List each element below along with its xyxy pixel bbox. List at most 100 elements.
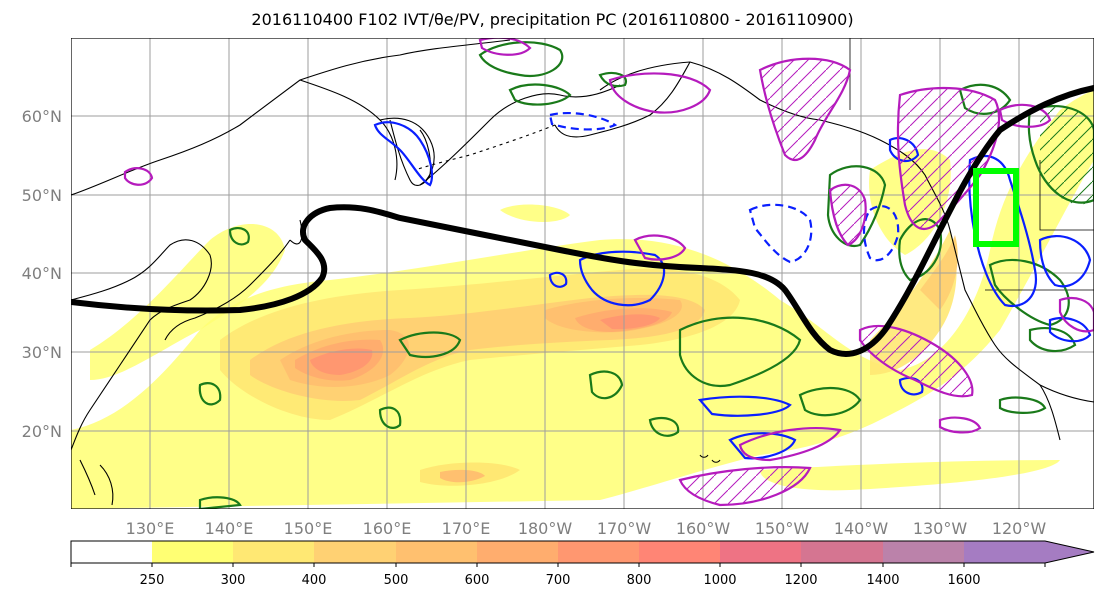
colorbar-swatch xyxy=(477,541,558,563)
green-hatched-region xyxy=(1040,106,1094,205)
blue-contour-8 xyxy=(1038,235,1092,288)
magenta-contour-1 xyxy=(478,38,532,56)
lat-label-60: 60°N xyxy=(22,107,62,126)
colorbar-ticks xyxy=(70,563,1046,567)
lon-label-170e: 170°E xyxy=(442,519,491,538)
lon-label-140w: 140°W xyxy=(834,519,889,538)
lon-label-160w: 160°W xyxy=(676,519,731,538)
colorbar-swatch xyxy=(801,541,883,563)
green-contour-17 xyxy=(648,416,680,437)
magenta-contour-6 xyxy=(738,427,842,462)
blue-contour-9 xyxy=(697,395,792,417)
colorbar-swatch xyxy=(152,541,233,563)
green-contour-4 xyxy=(826,165,887,248)
blue-contour-4 xyxy=(748,203,813,264)
colorbar-outline xyxy=(70,540,1095,564)
blue-contour-12 xyxy=(1048,317,1092,343)
colorbar: 250 300 400 500 600 700 800 1000 1200 14… xyxy=(70,540,1095,588)
colorbar-label: 1200 xyxy=(784,573,817,588)
green-contour-14 xyxy=(198,382,222,406)
colorbar-label: 700 xyxy=(546,573,571,588)
green-contour-3 xyxy=(598,71,628,88)
colorbar-extend-arrow xyxy=(1045,541,1094,563)
coast-alaska-peninsula xyxy=(554,61,691,138)
lon-label-170w: 170°W xyxy=(597,519,652,538)
blue-contour-2 xyxy=(578,250,666,307)
colorbar-label: 400 xyxy=(302,573,327,588)
latitude-labels: 60°N 50°N 40°N 30°N 20°N xyxy=(22,107,62,441)
map-panel xyxy=(71,38,1094,509)
lon-label-160e: 160°E xyxy=(363,519,412,538)
ivt-band-700-b xyxy=(600,314,660,330)
blue-contour-1 xyxy=(373,121,434,187)
magenta-contour-5 xyxy=(1058,296,1094,333)
green-contour-9 xyxy=(678,316,802,388)
lat-label-40: 40°N xyxy=(22,264,62,283)
green-contour-12 xyxy=(998,396,1047,414)
green-contour-15 xyxy=(228,226,250,246)
ivt-band-250-b xyxy=(90,223,285,380)
magenta-contours xyxy=(123,38,1094,462)
lon-label-120w: 120°W xyxy=(992,519,1047,538)
colorbar-swatches xyxy=(71,541,1094,563)
magenta-hatch-5 xyxy=(678,466,812,507)
coast-aleutians xyxy=(414,124,556,171)
green-contour-18 xyxy=(378,406,402,429)
ivt-band-300-f xyxy=(440,469,485,483)
magenta-hatch-2 xyxy=(896,86,1001,230)
green-contour-11 xyxy=(588,370,624,400)
magenta-contour-3 xyxy=(123,167,154,186)
colorbar-swatch xyxy=(71,541,152,563)
blue-contour-11 xyxy=(548,111,618,131)
green-contour-10 xyxy=(398,331,462,358)
magenta-hatch-1 xyxy=(758,57,852,162)
magenta-hatched-regions xyxy=(678,57,1001,507)
target-region-box xyxy=(973,168,1019,247)
lat-label-20: 20°N xyxy=(22,422,62,441)
coast-korea-china xyxy=(71,239,212,451)
colorbar-swatch xyxy=(720,541,801,563)
lon-label-150w: 150°W xyxy=(755,519,810,538)
lon-label-130e: 130°E xyxy=(126,519,175,538)
green-contour-1 xyxy=(478,41,564,78)
magenta-hatch-4 xyxy=(858,324,974,398)
map-title: 2016110400 F102 IVT/θe/PV, precipitation… xyxy=(251,10,854,29)
lon-label-150e: 150°E xyxy=(284,519,333,538)
coast-asia-north xyxy=(71,39,511,196)
colorbar-labels: 250 300 400 500 600 700 800 1000 1200 14… xyxy=(140,573,981,588)
coast-philippines xyxy=(79,459,114,506)
blue-contour-10 xyxy=(728,432,797,460)
magenta-contour-4 xyxy=(633,234,687,261)
green-contour-16 xyxy=(198,496,242,509)
longitude-labels: 130°E 140°E 150°E 160°E 170°E 180°W 170°… xyxy=(126,519,1047,538)
coast-japan xyxy=(164,219,303,341)
magenta-contour-7 xyxy=(938,416,982,434)
ivt-band-700 xyxy=(310,348,373,375)
lat-label-50: 50°N xyxy=(22,186,62,205)
colorbar-swatch xyxy=(233,541,314,563)
colorbar-swatch xyxy=(558,541,639,563)
magenta-hatch-3 xyxy=(828,183,867,247)
colorbar-label: 1000 xyxy=(703,573,736,588)
coast-hawaii xyxy=(699,454,721,463)
lon-label-140e: 140°E xyxy=(205,519,254,538)
ivt-band-250-e xyxy=(760,460,1060,491)
blue-contour-3 xyxy=(548,271,568,288)
colorbar-label: 500 xyxy=(384,573,409,588)
green-contour-19 xyxy=(1028,327,1077,353)
colorbar-swatch xyxy=(883,541,964,563)
colorbar-label: 1400 xyxy=(866,573,899,588)
blue-contour-5 xyxy=(862,205,900,262)
lat-label-30: 30°N xyxy=(22,343,62,362)
colorbar-label: 600 xyxy=(465,573,490,588)
colorbar-label: 1600 xyxy=(947,573,980,588)
colorbar-label: 800 xyxy=(627,573,652,588)
lon-label-130w: 130°W xyxy=(913,519,968,538)
colorbar-swatch xyxy=(314,541,396,563)
colorbar-swatch xyxy=(639,541,720,563)
colorbar-swatch xyxy=(964,541,1045,563)
colorbar-swatch xyxy=(396,541,477,563)
coast-baja xyxy=(1039,384,1061,441)
green-contour-13 xyxy=(798,386,862,417)
lon-label-180w: 180°W xyxy=(518,519,573,538)
